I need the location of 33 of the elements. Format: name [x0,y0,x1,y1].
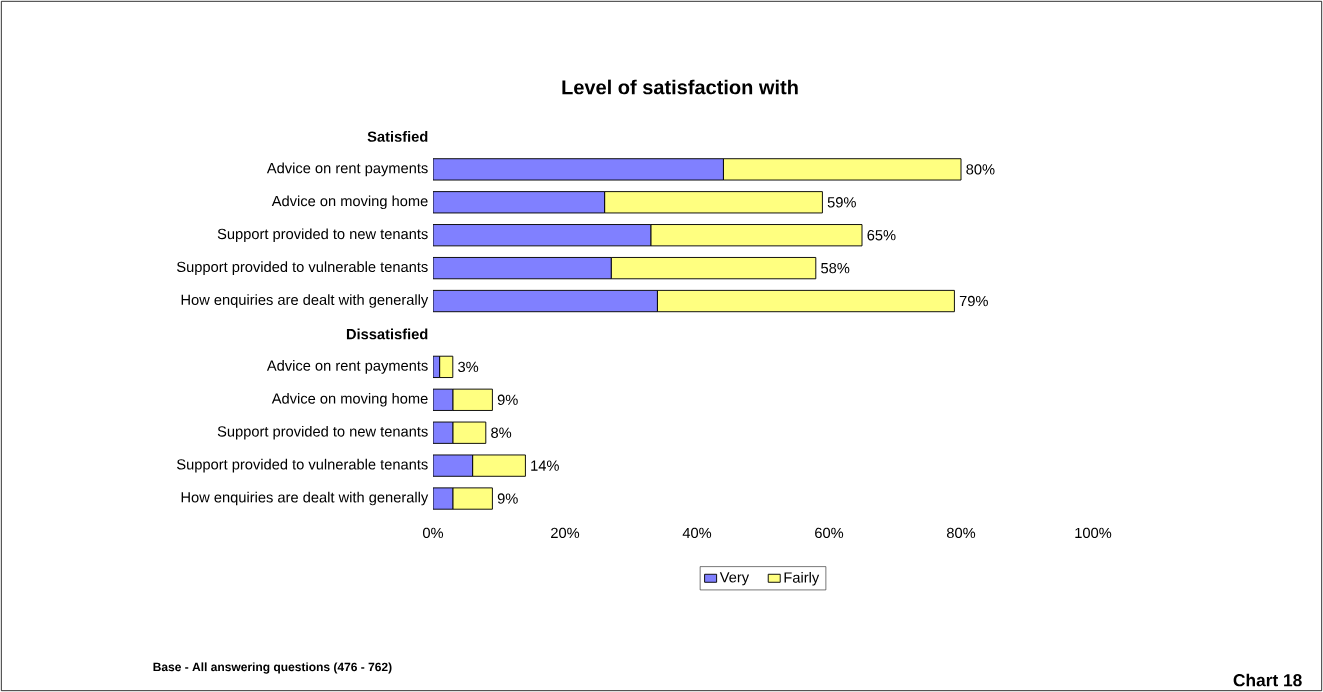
x-tick-label: 80% [946,527,976,539]
total-label: 9% [497,394,518,405]
y-tick-label: Support provided to new tenants [217,228,428,243]
caption: Chart 18 [1233,673,1302,687]
total-label: 9% [497,493,518,504]
y-tick-label: How enquiries are dealt with generally [181,491,429,506]
y-tick-label: Advice on rent payments [266,162,428,177]
legend-label: Fairly [784,571,820,586]
x-tick-label: 0% [422,527,444,539]
y-tick-label: Dissatisfied [346,328,428,340]
y-tick-label: Support provided to vulnerable tenants [177,261,428,275]
y-tick-label: Satisfied [367,131,428,142]
chart-title: Level of satisfaction with [562,79,798,95]
y-tick-label: Advice on moving home [271,195,428,210]
total-label: 59% [827,197,856,208]
x-tick-label: 40% [682,527,712,539]
y-tick-label: How enquiries are dealt with generally [181,294,429,308]
x-tick-label: 60% [815,527,844,539]
x-tick-label: 100% [1075,527,1112,539]
y-tick-label: Advice on moving home [271,392,428,407]
x-tick-label: 20% [551,527,580,539]
total-label: 65% [867,230,896,241]
y-tick-label: Support provided to vulnerable tenants [177,458,428,473]
y-tick-label: Advice on rent payments [266,360,428,374]
legend-label: Very [719,572,750,586]
total-label: 3% [458,361,479,373]
y-tick-label: Support provided to new tenants [217,425,428,440]
text: Base - All answering questions (476 - 762) [153,662,392,674]
total-label: 8% [491,427,512,438]
total-label: 80% [966,164,995,175]
total-label: 14% [531,460,559,471]
total-label: 58% [821,262,850,274]
total-label: 79% [959,295,988,307]
